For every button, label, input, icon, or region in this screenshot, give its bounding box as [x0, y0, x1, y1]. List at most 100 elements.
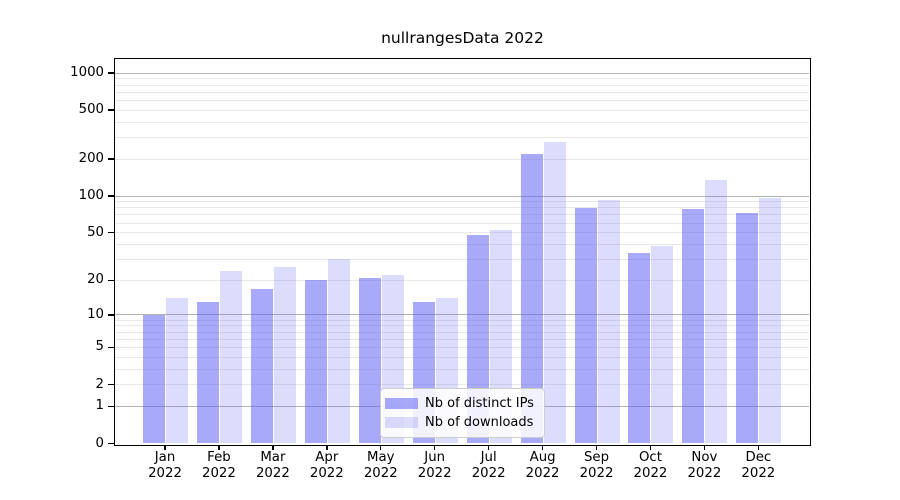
y-tick-mark: [108, 383, 114, 386]
gridline-minor: [115, 356, 809, 358]
x-tick-label: Jun 2022: [400, 450, 470, 481]
x-tick-year: 2022: [363, 465, 398, 481]
x-tick-year: 2022: [687, 465, 722, 481]
gridline-minor: [115, 258, 809, 260]
gridline-minor: [115, 214, 809, 216]
x-tick-label: Feb 2022: [184, 450, 254, 481]
bar-nb-of-downloads-nov: [705, 180, 728, 444]
gridline-minor: [115, 331, 809, 333]
y-tick-mark: [108, 442, 114, 445]
y-tick-mark: [108, 314, 114, 316]
x-tick-year: 2022: [633, 465, 668, 481]
legend-item-nb-of-downloads: Nb of downloads: [385, 413, 538, 432]
x-tick-label: Jul 2022: [454, 450, 524, 481]
y-tick-label: 1000: [70, 65, 104, 81]
bar-nb-of-downloads-apr: [327, 259, 350, 444]
y-tick-mark: [108, 279, 114, 281]
legend-label-nb-of-distinct-ips: Nb of distinct IPs: [425, 395, 534, 411]
bar-nb-of-distinct-ips-dec: [736, 213, 759, 444]
gridline-major: [115, 195, 809, 197]
bar-nb-of-distinct-ips-may: [358, 277, 381, 444]
x-tick-month: Oct: [638, 450, 662, 465]
x-tick-year: 2022: [202, 465, 236, 481]
legend-label-nb-of-downloads: Nb of downloads: [425, 414, 534, 430]
x-tick-label: Mar 2022: [238, 450, 308, 481]
bar-nb-of-distinct-ips-apr: [304, 280, 327, 444]
x-tick-mark: [595, 444, 598, 450]
x-tick-mark: [487, 444, 490, 450]
gridline-minor: [115, 121, 809, 123]
x-tick-label: Dec 2022: [723, 450, 793, 481]
bar-nb-of-distinct-ips-mar: [250, 288, 273, 444]
x-tick-label: Apr 2022: [292, 450, 362, 481]
legend: Nb of distinct IPs Nb of downloads: [380, 388, 545, 438]
y-tick-mark: [108, 231, 114, 234]
x-tick-month: Jan: [154, 450, 176, 465]
x-tick-year: 2022: [417, 465, 452, 481]
y-tick-mark: [108, 158, 114, 160]
bar-nb-of-distinct-ips-aug: [520, 154, 543, 444]
x-tick-month: Jun: [424, 450, 446, 465]
x-tick-mark: [326, 444, 328, 450]
x-tick-mark: [434, 444, 436, 450]
y-tick-label: 500: [78, 102, 104, 118]
x-tick-label: Aug 2022: [508, 450, 578, 481]
x-tick-year: 2022: [525, 465, 560, 481]
gridline-minor: [115, 368, 809, 370]
x-tick-mark: [380, 444, 382, 450]
x-tick-month: Nov: [691, 450, 718, 465]
bar-nb-of-distinct-ips-sep: [574, 207, 597, 444]
gridline-major: [115, 314, 809, 316]
gridline-minor: [115, 222, 809, 224]
bar-nb-of-distinct-ips-jan: [143, 314, 165, 444]
x-tick-year: 2022: [309, 465, 344, 481]
gridline-minor: [115, 201, 809, 203]
gridline-minor: [115, 136, 809, 138]
x-tick-mark: [218, 444, 220, 450]
gridline-minor: [115, 232, 809, 234]
legend-swatch-nb-of-distinct-ips: [385, 398, 418, 409]
y-tick-label: 5: [95, 339, 104, 355]
gridline-minor: [115, 338, 809, 340]
x-tick-month: Mar: [260, 450, 286, 465]
bar-nb-of-downloads-aug: [543, 141, 566, 444]
y-tick-mark: [108, 195, 114, 197]
gridline-minor: [115, 325, 809, 327]
y-tick-label: 0: [95, 435, 104, 451]
x-tick-label: May 2022: [346, 450, 416, 481]
y-tick-label: 20: [87, 272, 104, 288]
x-tick-month: Dec: [745, 450, 772, 465]
y-tick-mark: [108, 405, 114, 408]
bar-nb-of-downloads-feb: [219, 270, 242, 444]
bar-nb-of-downloads-jan: [166, 298, 188, 444]
x-tick-month: Feb: [207, 450, 231, 465]
bar-nb-of-distinct-ips-feb: [196, 301, 219, 444]
y-tick-mark: [108, 109, 114, 111]
gridline-minor: [115, 243, 809, 245]
y-tick-label: 50: [87, 224, 104, 240]
gridline-minor: [115, 207, 809, 209]
x-tick-month: Apr: [315, 450, 339, 465]
legend-item-nb-of-distinct-ips: Nb of distinct IPs: [385, 394, 538, 413]
x-tick-label: Oct 2022: [615, 450, 685, 481]
x-tick-year: 2022: [255, 465, 290, 481]
bar-nb-of-downloads-dec: [759, 197, 782, 444]
x-tick-month: May: [367, 450, 395, 465]
gridline-minor: [115, 109, 809, 111]
bar-nb-of-distinct-ips-oct: [628, 252, 651, 444]
x-tick-mark: [272, 444, 274, 450]
x-tick-year: 2022: [741, 465, 776, 481]
x-tick-mark: [541, 444, 544, 450]
x-tick-mark: [164, 444, 166, 450]
x-tick-label: Sep 2022: [562, 450, 632, 481]
gridline-minor: [115, 158, 809, 160]
y-tick-mark: [108, 72, 114, 74]
y-tick-label: 100: [78, 188, 104, 204]
x-tick-label: Nov 2022: [669, 450, 739, 481]
x-tick-month: Sep: [583, 450, 610, 465]
bar-nb-of-downloads-mar: [273, 266, 296, 444]
x-tick-month: Jul: [480, 450, 497, 465]
legend-swatch-nb-of-downloads: [385, 417, 418, 428]
gridline-minor: [115, 84, 809, 86]
x-tick-mark: [649, 444, 652, 450]
